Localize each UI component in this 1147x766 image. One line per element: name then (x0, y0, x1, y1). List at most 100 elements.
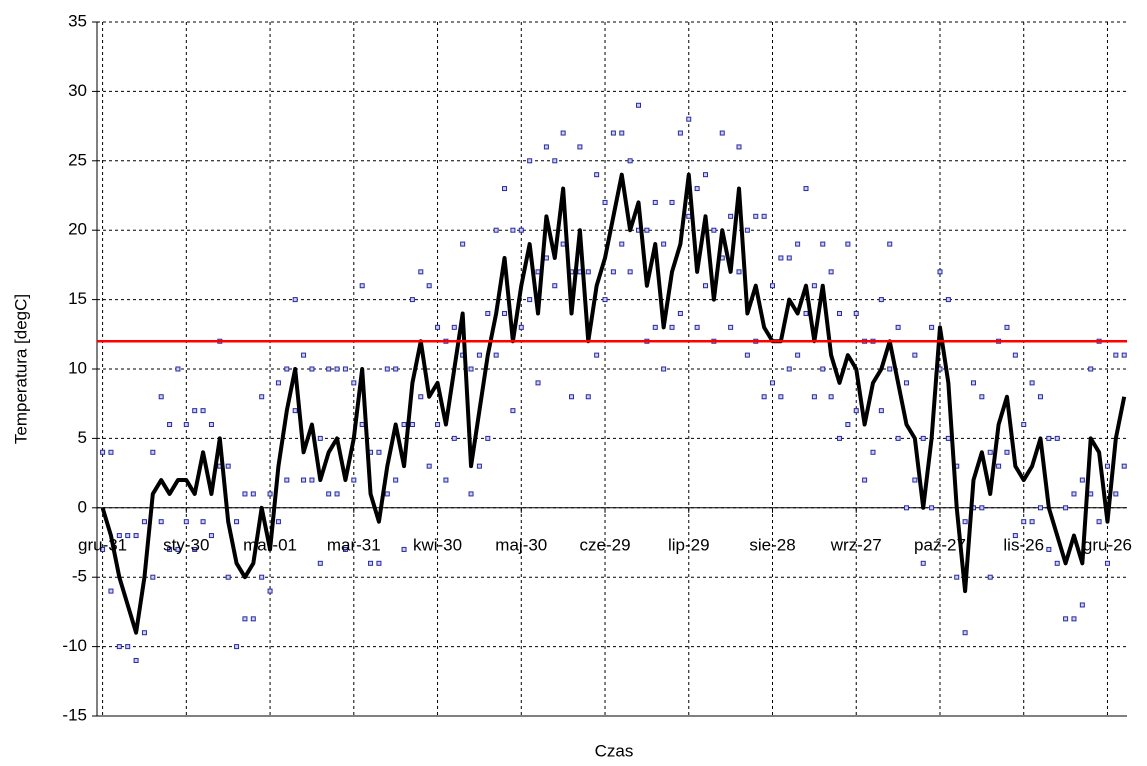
data-point (686, 116, 692, 122)
data-point (795, 352, 801, 358)
data-point (401, 422, 407, 428)
data-point (585, 394, 591, 400)
data-point (351, 380, 357, 386)
data-point (979, 394, 985, 400)
data-point (1121, 463, 1127, 469)
data-point (426, 463, 432, 469)
y-tick-label: 35 (68, 11, 87, 30)
data-point (485, 310, 491, 316)
data-point (1037, 394, 1043, 400)
data-point (945, 435, 951, 441)
data-point (962, 519, 968, 525)
data-point (451, 435, 457, 441)
data-point (543, 255, 549, 261)
data-point (811, 283, 817, 289)
data-point (828, 269, 834, 275)
data-point (476, 352, 482, 358)
y-tick-label: 10 (68, 358, 87, 377)
data-point (284, 366, 290, 372)
data-point (786, 366, 792, 372)
data-point (711, 227, 717, 233)
data-point (736, 269, 742, 275)
data-point (359, 283, 365, 289)
data-point (602, 297, 608, 303)
data-point (125, 644, 131, 650)
data-point (661, 366, 667, 372)
data-point (225, 574, 231, 580)
data-point (610, 269, 616, 275)
data-point (577, 144, 583, 150)
data-point (677, 130, 683, 136)
data-point (795, 241, 801, 247)
data-point (811, 394, 817, 400)
data-point (569, 394, 575, 400)
data-point (242, 616, 248, 622)
data-point (150, 449, 156, 455)
data-point (1071, 491, 1077, 497)
data-point (267, 491, 273, 497)
data-point (1029, 380, 1035, 386)
data-point (560, 130, 566, 136)
data-point (937, 269, 943, 275)
x-tick-label: lip-29 (668, 535, 710, 554)
data-point (803, 186, 809, 192)
data-point (468, 366, 474, 372)
data-point (1071, 616, 1077, 622)
data-point (736, 144, 742, 150)
data-point (979, 505, 985, 511)
data-point (987, 449, 993, 455)
data-point (878, 408, 884, 414)
data-point (384, 366, 390, 372)
data-point (1029, 519, 1035, 525)
data-point (1054, 560, 1060, 566)
data-point (728, 213, 734, 219)
data-point (334, 491, 340, 497)
data-point (560, 241, 566, 247)
data-point (1037, 505, 1043, 511)
data-point (183, 519, 189, 525)
data-point (326, 366, 332, 372)
x-tick-label: sty-30 (163, 535, 209, 554)
data-point (744, 227, 750, 233)
data-point (468, 491, 474, 497)
data-point (552, 158, 558, 164)
data-point (100, 546, 106, 552)
y-tick-label: 25 (68, 150, 87, 169)
data-point (502, 310, 508, 316)
data-point (636, 102, 642, 108)
data-point (652, 324, 658, 330)
x-tick-label: lis-26 (1003, 535, 1044, 554)
data-point (418, 269, 424, 275)
x-tick-label: paź-27 (914, 535, 966, 554)
data-point (535, 269, 541, 275)
data-point (878, 297, 884, 303)
data-point (317, 435, 323, 441)
y-tick-label: 30 (68, 81, 87, 100)
data-point (1104, 560, 1110, 566)
data-point (1054, 435, 1060, 441)
y-tick-label: -15 (62, 705, 87, 724)
data-point (1063, 505, 1069, 511)
data-point (1088, 491, 1094, 497)
data-point (610, 130, 616, 136)
data-point (912, 352, 918, 358)
data-point (1021, 519, 1027, 525)
data-point (895, 435, 901, 441)
data-point (853, 310, 859, 316)
data-point (920, 560, 926, 566)
x-tick-label: gru-31 (78, 535, 127, 554)
data-point (694, 324, 700, 330)
data-point (853, 408, 859, 414)
data-point (234, 519, 240, 525)
data-point (828, 394, 834, 400)
data-point (778, 255, 784, 261)
data-point (393, 477, 399, 483)
data-point (125, 533, 131, 539)
data-point (669, 199, 675, 205)
data-point (929, 505, 935, 511)
data-point (619, 241, 625, 247)
data-point (409, 422, 415, 428)
data-point (552, 283, 558, 289)
data-point (175, 546, 181, 552)
data-point (920, 435, 926, 441)
